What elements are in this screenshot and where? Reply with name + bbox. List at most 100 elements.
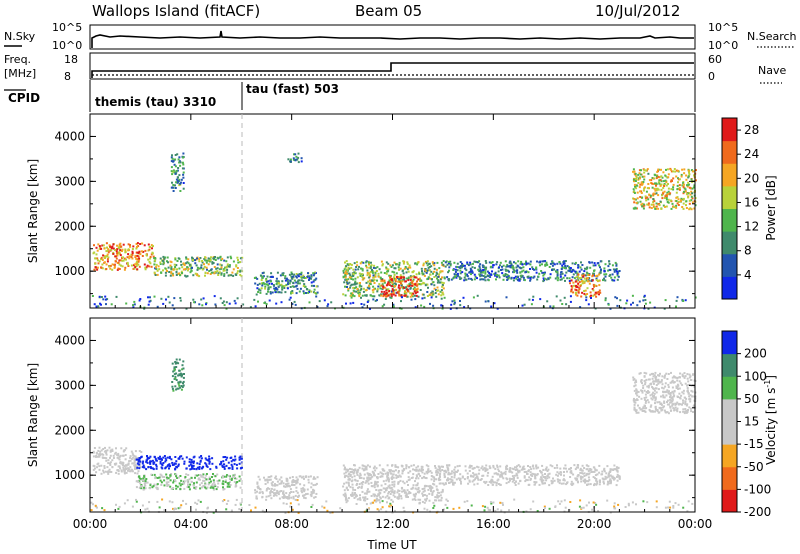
range-cell <box>644 195 647 198</box>
range-cell <box>155 467 158 470</box>
range-cell <box>691 187 694 190</box>
range-cell <box>509 479 511 482</box>
range-cell <box>231 271 234 274</box>
range-cell <box>231 475 234 478</box>
range-cell <box>483 480 486 483</box>
range-cell <box>193 482 195 485</box>
ground-cell <box>156 305 159 308</box>
range-cell <box>680 199 682 202</box>
range-cell <box>525 470 528 473</box>
range-cell <box>369 265 372 268</box>
range-cell <box>388 284 391 286</box>
range-cell <box>411 294 413 297</box>
range-cell <box>667 187 670 190</box>
range-cell <box>181 457 184 460</box>
range-cell <box>342 464 345 467</box>
ground-cell <box>539 298 542 301</box>
range-cell <box>478 260 481 263</box>
ground-cell <box>462 296 465 299</box>
range-cell <box>206 259 209 262</box>
range-cell <box>273 287 276 290</box>
range-cell <box>436 277 438 280</box>
range-cell <box>342 485 345 488</box>
range-cell <box>450 475 453 478</box>
range-cell <box>269 494 272 497</box>
range-cell <box>179 274 181 277</box>
range-cell <box>533 268 536 271</box>
range-cell <box>429 486 432 489</box>
range-cell <box>428 262 431 265</box>
range-cell <box>178 373 181 376</box>
range-cell <box>113 266 116 269</box>
ground-cell <box>263 302 266 304</box>
range-cell <box>469 474 472 477</box>
range-cell <box>152 485 155 488</box>
range-cell <box>405 464 408 467</box>
range-cell <box>548 472 551 475</box>
range-cell <box>143 244 146 247</box>
range-cell <box>548 476 551 479</box>
range-cell <box>635 184 638 187</box>
range-cell <box>151 459 154 462</box>
range-cell <box>588 282 591 285</box>
range-cell <box>277 493 280 496</box>
range-cell <box>416 291 419 294</box>
range-cell <box>216 263 219 266</box>
range-cell <box>208 462 211 465</box>
range-cell <box>497 483 500 485</box>
y-tick-label: 3000 <box>54 174 85 188</box>
range-cell <box>368 263 370 266</box>
range-cell <box>688 186 691 189</box>
range-cell <box>594 468 597 471</box>
range-cell <box>175 460 178 463</box>
range-cell <box>200 482 203 485</box>
range-cell <box>221 465 224 468</box>
range-cell <box>416 263 419 266</box>
range-cell <box>173 366 176 369</box>
range-cell <box>652 193 655 196</box>
range-cell <box>182 376 185 379</box>
range-cell <box>658 381 661 384</box>
range-cell <box>190 480 193 483</box>
range-cell <box>388 469 391 472</box>
range-cell <box>430 278 433 281</box>
range-cell <box>343 489 346 492</box>
range-cell <box>385 489 387 492</box>
range-cell <box>209 269 212 272</box>
range-cell <box>105 451 108 454</box>
range-cell <box>230 477 233 480</box>
range-cell <box>397 475 400 478</box>
range-cell <box>417 278 420 281</box>
range-cell <box>350 468 353 471</box>
range-cell <box>414 262 417 265</box>
range-cell <box>198 260 201 263</box>
range-cell <box>228 478 231 481</box>
range-cell <box>681 391 684 394</box>
range-cell <box>633 170 636 173</box>
range-cell <box>598 264 601 267</box>
range-cell <box>504 260 507 263</box>
range-cell <box>664 382 667 385</box>
range-cell <box>577 291 580 294</box>
range-cell <box>652 395 654 398</box>
range-cell <box>393 267 396 270</box>
range-cell <box>473 483 476 486</box>
range-cell <box>648 179 651 182</box>
range-cell <box>501 265 503 268</box>
range-cell <box>476 482 479 485</box>
range-cell <box>279 284 282 287</box>
range-cell <box>640 192 643 194</box>
range-cell <box>119 467 122 470</box>
ground-cell <box>631 294 634 297</box>
range-cell <box>466 261 469 264</box>
ground-cell <box>192 298 195 301</box>
range-cell <box>430 486 433 489</box>
range-cell <box>307 291 310 294</box>
range-cell <box>150 244 153 247</box>
range-cell <box>642 207 645 210</box>
range-cell <box>120 469 123 472</box>
range-cell <box>304 285 307 288</box>
range-cell <box>258 282 261 285</box>
range-cell <box>540 471 543 474</box>
range-cell <box>289 488 292 491</box>
